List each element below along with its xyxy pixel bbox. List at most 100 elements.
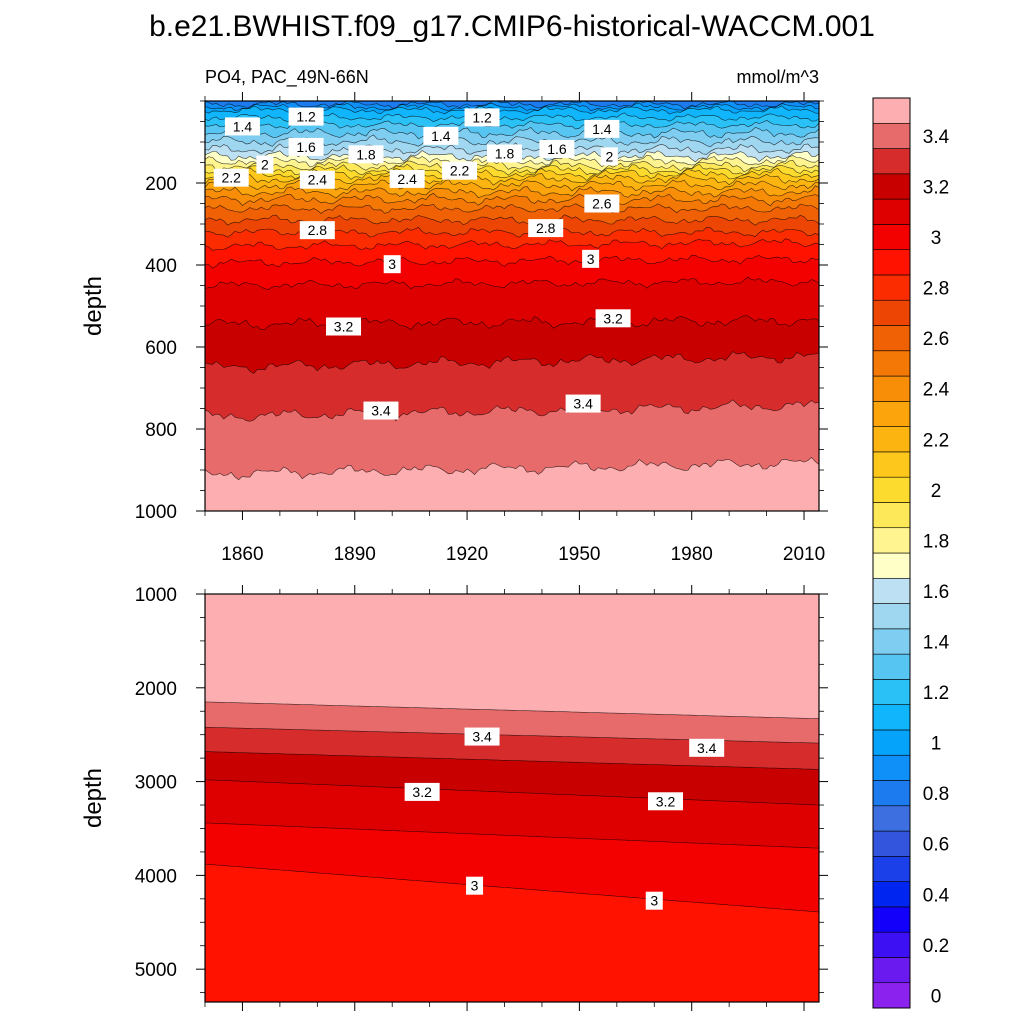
upper-contour-label: 2 <box>600 147 618 166</box>
upper-contour-label: 3 <box>383 255 401 274</box>
lower-contour-3.0 <box>205 863 819 913</box>
upper-contour-label-text: 3.4 <box>371 403 391 419</box>
lower-contour-label-text: 3 <box>471 878 479 894</box>
lower-contour-label-box <box>404 782 440 801</box>
upper-contour-label-text: 1.8 <box>495 145 515 161</box>
upper-contour-label-text: 3.2 <box>334 319 354 335</box>
lower-band-2.9 <box>205 864 819 1002</box>
lower-contour-label-text: 3.4 <box>697 740 717 756</box>
upper-contour-3.5 <box>205 456 819 481</box>
lower-contour-label-text: 3.2 <box>656 793 676 809</box>
upper-contour-label-text: 1.4 <box>592 121 612 137</box>
lower-y-tick-label: 5000 <box>135 960 177 981</box>
upper-panel: 1.4 1.2 1.2 1.4 1.4 1.6 1.8 1.8 1.6 2 2 2.2 2.2 2.4 2.… <box>80 92 828 565</box>
colorbar-label: 2.8 <box>923 279 949 300</box>
upper-contour-label-text: 1.4 <box>431 128 451 144</box>
colorbar-swatch <box>872 679 911 705</box>
upper-x-tick-label: 1860 <box>221 544 263 565</box>
colorbar-swatch <box>872 881 911 908</box>
colorbar-swatch <box>872 502 911 529</box>
colorbar-label: 0.4 <box>923 885 950 906</box>
upper-contour-label-text: 3.2 <box>603 310 623 326</box>
upper-y-tick-label: 600 <box>145 338 177 359</box>
colorbar-swatch <box>872 856 911 882</box>
colorbar-label: 1.4 <box>923 632 950 653</box>
upper-x-tick-label: 1920 <box>446 544 488 565</box>
lower-contour-label-box <box>645 891 663 910</box>
upper-contour-label: 2.6 <box>584 194 620 213</box>
colorbar-swatch <box>872 476 911 503</box>
colorbar-label: 1.2 <box>923 683 949 704</box>
upper-contour-label-box <box>582 249 600 268</box>
colorbar-label: 2.2 <box>923 430 949 451</box>
lower-y-tick-label: 1000 <box>135 585 177 606</box>
colorbar-label: 2 <box>931 481 942 502</box>
colorbar-swatch <box>872 426 911 453</box>
colorbar-swatch <box>872 97 911 124</box>
colorbar-swatch <box>872 982 911 1009</box>
lower-contour-label-box <box>464 727 500 746</box>
upper-contour-label: 1.8 <box>487 144 523 163</box>
colorbar-label: 1.6 <box>923 582 949 603</box>
upper-contour-label-text: 2 <box>261 157 269 173</box>
lower-axes: 1000 2000 3000 4000 5000 <box>135 585 828 1011</box>
upper-contour-label: 2.8 <box>528 219 564 238</box>
colorbar-swatch <box>872 729 911 756</box>
upper-contour-label: 2.8 <box>299 221 335 240</box>
colorbar-swatch <box>872 350 911 377</box>
lower-contour-fills <box>205 594 819 1002</box>
upper-y-tick-label: 400 <box>145 256 177 277</box>
upper-contour-label-box <box>464 108 500 127</box>
upper-band-0.8 <box>205 101 819 109</box>
upper-contour-label: 1.4 <box>224 117 260 136</box>
chart-title: b.e21.BWHIST.f09_g17.CMIP6-historical-WA… <box>149 10 875 43</box>
colorbar-frame <box>872 97 911 1009</box>
upper-contour-label-box <box>363 401 399 420</box>
lower-y-tick-label: 2000 <box>135 679 177 700</box>
upper-contour-3.0 <box>205 255 819 269</box>
colorbar-swatch <box>872 122 911 149</box>
lower-contour-label: 3 <box>466 876 484 895</box>
colorbar-swatch <box>872 527 911 554</box>
upper-contour-label-box <box>288 107 324 126</box>
upper-contour-label-text: 2.4 <box>308 172 328 188</box>
upper-contour-label-box <box>584 119 620 138</box>
upper-contour-label: 2.4 <box>389 169 425 188</box>
upper-contour-label: 3 <box>582 249 600 268</box>
upper-contour-label-text: 3.4 <box>573 396 593 412</box>
upper-contour-label-box <box>224 117 260 136</box>
upper-contour-label-box <box>389 169 425 188</box>
upper-contour-label: 3.4 <box>565 394 601 413</box>
upper-x-tick-label: 2010 <box>783 544 825 565</box>
upper-contour-label: 3.4 <box>363 401 399 420</box>
colorbar-swatch <box>872 299 911 326</box>
upper-contour-label-text: 2.2 <box>450 163 470 179</box>
upper-contour-label-box <box>423 126 459 145</box>
colorbar-label: 0.8 <box>923 784 949 805</box>
colorbar-swatch <box>872 830 911 857</box>
upper-axes: 1860 1890 1920 1950 1980 2010 200 400 600 800 1000 <box>135 92 828 565</box>
colorbar-swatch <box>872 148 911 175</box>
colorbar-swatch <box>872 249 911 276</box>
upper-x-tick-label: 1890 <box>334 544 376 565</box>
lower-contour-label-box <box>648 792 683 811</box>
upper-contour-label: 1.4 <box>423 126 459 145</box>
lower-contour-label: 3 <box>645 891 663 910</box>
upper-contour-label: 2.2 <box>442 161 478 180</box>
colorbar-label: 0 <box>931 986 942 1007</box>
upper-contour-label: 1.6 <box>288 137 324 156</box>
lower-contour-label-box <box>689 738 725 757</box>
colorbar-swatch <box>872 603 911 630</box>
upper-contour-label-box <box>528 219 564 238</box>
upper-contour-label-box <box>213 168 249 187</box>
colorbar-swatch <box>872 274 911 301</box>
colorbar-label: 2.6 <box>923 329 949 350</box>
lower-contour-3.2 <box>205 779 819 806</box>
colorbar-swatch <box>872 957 911 984</box>
upper-contour-label: 2.4 <box>299 170 335 189</box>
colorbar-label: 2.4 <box>923 380 950 401</box>
upper-contour-label: 1.6 <box>539 139 575 158</box>
upper-contour-label: 1.2 <box>288 107 324 126</box>
colorbar-swatch <box>872 451 911 478</box>
upper-contour-labels: 1.4 1.2 1.2 1.4 1.4 1.6 1.8 1.8 1.6 2 2 2.2 2.2 2.4 2.… <box>213 107 631 420</box>
